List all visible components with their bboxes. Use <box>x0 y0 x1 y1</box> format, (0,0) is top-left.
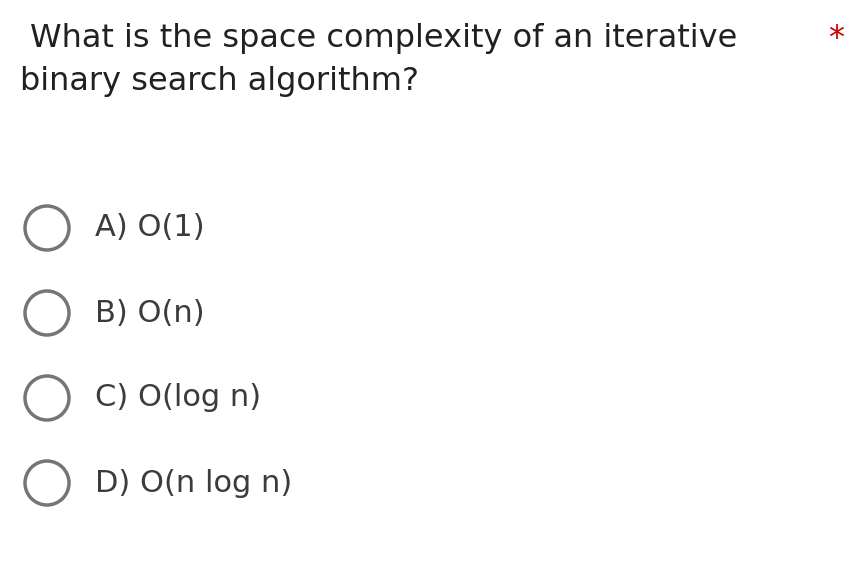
Text: B) O(n): B) O(n) <box>95 299 205 328</box>
Text: D) O(n log n): D) O(n log n) <box>95 468 292 497</box>
Text: C) O(log n): C) O(log n) <box>95 384 261 412</box>
Text: What is the space complexity of an iterative: What is the space complexity of an itera… <box>30 23 747 54</box>
Text: binary search algorithm?: binary search algorithm? <box>20 66 419 97</box>
Text: *: * <box>828 23 844 54</box>
Text: A) O(1): A) O(1) <box>95 214 205 243</box>
